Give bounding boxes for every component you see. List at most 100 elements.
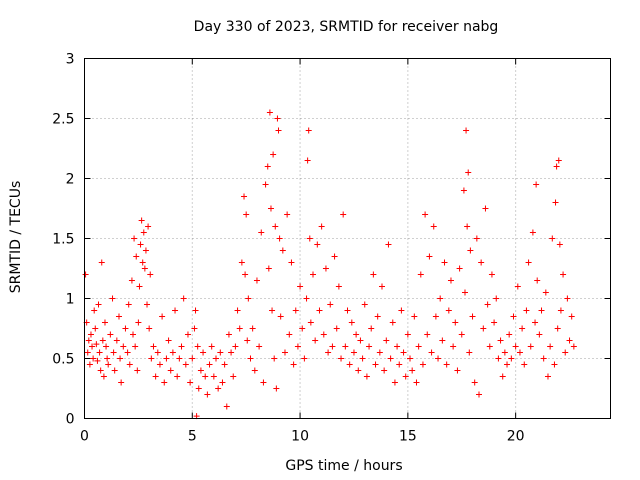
data-point — [107, 331, 114, 338]
data-point — [118, 379, 125, 386]
data-point — [154, 349, 161, 356]
data-point — [223, 403, 230, 410]
data-point — [482, 205, 489, 212]
data-point — [464, 223, 471, 230]
data-point — [208, 343, 215, 350]
data-point — [165, 337, 172, 344]
data-point — [402, 373, 409, 380]
data-point — [297, 283, 304, 290]
data-point — [189, 355, 196, 362]
data-point — [368, 325, 375, 332]
data-point — [264, 163, 271, 170]
data-point — [445, 307, 452, 314]
data-point — [251, 367, 258, 374]
data-point — [225, 331, 232, 338]
data-point — [508, 355, 515, 362]
data-point — [540, 355, 547, 362]
data-point — [456, 265, 463, 272]
data-point — [195, 385, 202, 392]
y-tick-label: 0 — [66, 412, 75, 428]
data-point — [497, 337, 504, 344]
data-point — [316, 307, 323, 314]
data-point — [142, 247, 149, 254]
data-point — [110, 349, 117, 356]
x-tick-label: 10 — [291, 429, 309, 445]
data-point — [141, 265, 148, 272]
data-point — [557, 307, 564, 314]
data-point — [478, 259, 485, 266]
data-point — [84, 349, 91, 356]
data-point — [206, 361, 213, 368]
data-point — [428, 349, 435, 356]
data-point — [370, 271, 377, 278]
data-point — [340, 211, 347, 218]
y-tick-label: 1 — [66, 292, 75, 308]
data-point — [361, 301, 368, 308]
data-point — [419, 361, 426, 368]
data-point — [439, 337, 446, 344]
data-point — [499, 373, 506, 380]
y-axis-label: SRMTID / TECUs — [8, 181, 24, 294]
data-point — [521, 361, 528, 368]
data-point — [391, 379, 398, 386]
data-point — [529, 229, 536, 236]
data-point — [125, 301, 132, 308]
data-point — [320, 331, 327, 338]
data-point — [501, 349, 508, 356]
data-point — [163, 355, 170, 362]
data-point — [172, 307, 179, 314]
data-point — [435, 355, 442, 362]
data-point — [422, 211, 429, 218]
data-point — [400, 349, 407, 356]
data-point — [133, 253, 140, 260]
data-point — [124, 349, 131, 356]
data-point — [92, 325, 99, 332]
data-point — [150, 343, 157, 350]
data-point — [463, 127, 470, 134]
data-point — [383, 337, 390, 344]
data-point — [450, 343, 457, 350]
data-point — [117, 355, 124, 362]
data-point — [275, 127, 282, 134]
data-point — [564, 295, 571, 302]
data-point — [174, 373, 181, 380]
data-point — [85, 337, 92, 344]
data-point — [452, 319, 459, 326]
data-point — [506, 331, 513, 338]
data-point — [197, 367, 204, 374]
data-point — [549, 235, 556, 242]
data-point — [310, 271, 317, 278]
data-point — [145, 223, 152, 230]
data-point — [363, 373, 370, 380]
data-point — [144, 301, 151, 308]
data-point — [544, 373, 551, 380]
data-point — [555, 157, 562, 164]
data-point — [350, 349, 357, 356]
data-point — [219, 379, 226, 386]
data-point — [215, 385, 222, 392]
data-point — [335, 283, 342, 290]
data-point — [441, 259, 448, 266]
data-point — [387, 355, 394, 362]
data-point — [245, 295, 252, 302]
data-point — [305, 127, 312, 134]
data-point — [547, 343, 554, 350]
data-point — [244, 337, 251, 344]
data-point — [265, 265, 272, 272]
data-point — [90, 355, 97, 362]
data-point — [415, 343, 422, 350]
data-point — [273, 385, 280, 392]
data-point — [299, 325, 306, 332]
data-point — [525, 259, 532, 266]
data-point — [493, 295, 500, 302]
data-point — [516, 349, 523, 356]
data-point — [243, 211, 250, 218]
data-point — [523, 307, 530, 314]
data-point — [256, 343, 263, 350]
data-point — [258, 229, 265, 236]
data-point — [381, 367, 388, 374]
data-point — [355, 367, 362, 374]
data-point — [551, 361, 558, 368]
data-point — [82, 271, 89, 278]
data-point — [136, 283, 143, 290]
